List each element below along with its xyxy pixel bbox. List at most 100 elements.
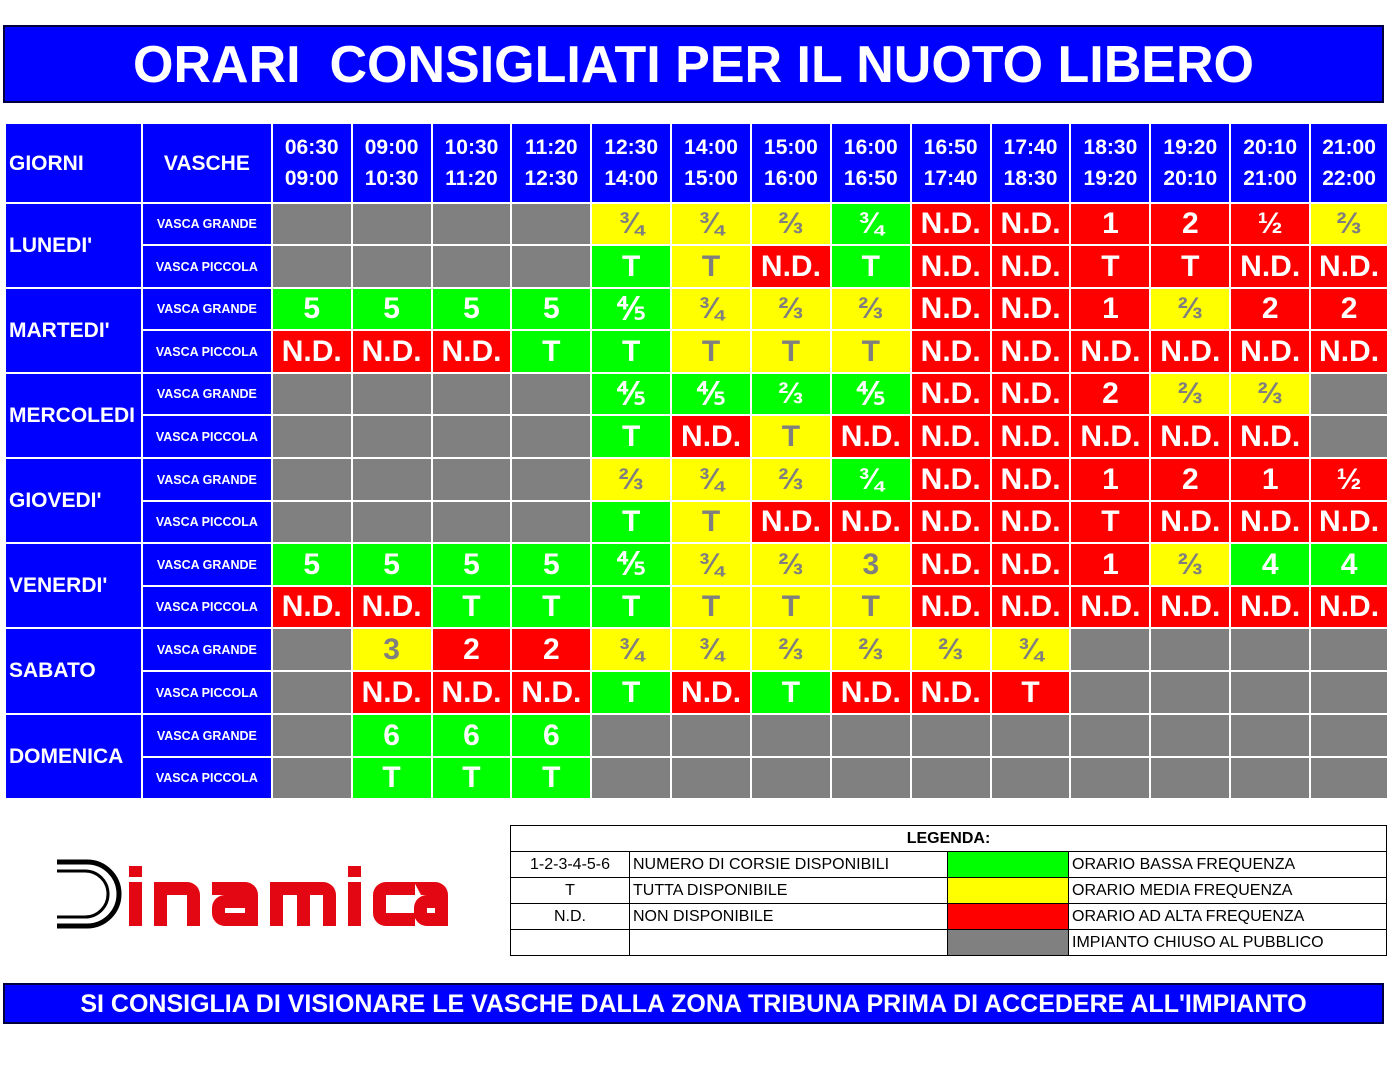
availability-cell: N.D. — [1069, 585, 1152, 629]
pool-label-piccola: VASCA PICCOLA — [140, 670, 273, 715]
slot-end: 09:00 — [284, 167, 339, 190]
availability-cell — [430, 500, 513, 544]
pool-label-piccola: VASCA PICCOLA — [140, 500, 273, 544]
slot-end: 19:20 — [1083, 167, 1138, 190]
availability-cell: ¾ — [829, 457, 912, 502]
availability-cell: 2 — [430, 627, 513, 672]
availability-cell — [1149, 713, 1232, 758]
slot-start: 10:30 — [444, 136, 499, 159]
availability-cell: 2 — [510, 627, 593, 672]
pool-label-grande: VASCA GRANDE — [140, 627, 273, 672]
availability-cell: T — [670, 329, 752, 374]
availability-cell: N.D. — [989, 244, 1072, 289]
availability-cell — [430, 414, 513, 459]
availability-cell — [270, 500, 353, 544]
availability-cell — [430, 202, 513, 246]
schedule-row: VASCA PICCOLA T T N.D. N.D. N.D. N.D. T N.D. N.D.… — [5, 500, 1389, 544]
slot-start: 09:00 — [364, 136, 419, 159]
pool-label-grande: VASCA GRANDE — [140, 287, 273, 331]
slot-start: 21:00 — [1322, 136, 1376, 159]
legend-meaning: NON DISPONIBILE — [629, 903, 948, 930]
day-label: VENERDI' — [4, 542, 143, 629]
schedule-row: VASCA PICCOLA N.D. N.D. T T T T T T N.D. N.D. N.D. N… — [5, 585, 1389, 629]
legend-table: LEGENDA: 1-2-3-4-5-6 NUMERO DI CORSIE DIS… — [510, 825, 1387, 956]
slot-start: 12:30 — [604, 136, 659, 159]
availability-cell — [430, 244, 513, 289]
day-label: MARTEDI' — [4, 287, 143, 374]
day-label: LUNEDI' — [4, 202, 143, 289]
availability-cell: 1 — [1069, 457, 1152, 502]
slot-end: 15:00 — [684, 167, 738, 190]
availability-cell: ⅔ — [909, 627, 992, 672]
schedule-row: VASCA PICCOLA N.D. N.D. N.D. T N.D. T N.D. N.D. T — [5, 670, 1389, 715]
legend-meaning: TUTTA DISPONIBILE — [629, 877, 948, 904]
time-slot-header: 11:20 12:30 — [510, 122, 593, 204]
legend-color-label: ORARIO BASSA FREQUENZA — [1068, 851, 1387, 878]
availability-cell — [270, 457, 353, 502]
availability-cell: 5 — [270, 287, 353, 331]
availability-cell — [510, 500, 593, 544]
availability-cell: 5 — [510, 542, 593, 587]
schedule-row: VASCA PICCOLA T T N.D. T N.D. N.D. T T N.D. N.D. — [5, 244, 1389, 289]
availability-cell: N.D. — [1069, 329, 1152, 374]
availability-cell — [749, 713, 832, 758]
availability-cell — [1309, 756, 1389, 800]
slot-start: 20:10 — [1243, 136, 1298, 159]
availability-cell — [510, 372, 593, 416]
availability-cell: N.D. — [1149, 500, 1232, 544]
availability-cell — [350, 500, 433, 544]
pool-label-piccola: VASCA PICCOLA — [140, 585, 273, 629]
slot-end: 10:30 — [364, 167, 419, 190]
availability-cell: ¾ — [989, 627, 1072, 672]
availability-cell: N.D. — [749, 244, 832, 289]
availability-cell: N.D. — [670, 670, 752, 715]
availability-cell — [670, 756, 752, 800]
availability-cell: N.D. — [350, 585, 433, 629]
legend-meaning — [629, 929, 948, 956]
availability-cell: T — [430, 756, 513, 800]
availability-cell: ⅘ — [590, 372, 673, 416]
availability-cell — [430, 457, 513, 502]
availability-cell: T — [1069, 244, 1152, 289]
pool-label-piccola: VASCA PICCOLA — [140, 414, 273, 459]
availability-cell: N.D. — [350, 329, 433, 374]
availability-cell: N.D. — [350, 670, 433, 715]
slot-start: 06:30 — [284, 136, 339, 159]
slot-end: 17:40 — [923, 167, 978, 190]
availability-cell: T — [510, 329, 593, 374]
day-label: DOMENICA — [4, 713, 143, 800]
availability-cell: N.D. — [909, 244, 992, 289]
pool-label-piccola: VASCA PICCOLA — [140, 756, 273, 800]
availability-cell — [1309, 372, 1389, 416]
legend-code: T — [510, 877, 630, 904]
availability-cell — [1149, 756, 1232, 800]
availability-cell — [510, 414, 593, 459]
availability-cell — [1069, 756, 1152, 800]
availability-cell — [510, 457, 593, 502]
availability-cell — [909, 756, 992, 800]
availability-cell: 1 — [1069, 542, 1152, 587]
schedule-row: LUNEDI' VASCA GRANDE ¾ ¾ ⅔ ¾ N.D. N.D. 1 2 ½ ⅔ — [4, 202, 1389, 289]
availability-cell: T — [749, 585, 832, 629]
slot-start: 17:40 — [1003, 136, 1058, 159]
availability-cell: 3 — [350, 627, 433, 672]
schedule-row: DOMENICA VASCA GRANDE 6 6 6 — [4, 713, 1389, 800]
availability-cell: ⅔ — [749, 542, 832, 587]
slot-end: 16:50 — [843, 167, 898, 190]
availability-cell: T — [590, 414, 673, 459]
legend-title: LEGENDA: — [510, 825, 1387, 852]
availability-cell: 1 — [1229, 457, 1312, 502]
availability-cell — [350, 202, 433, 246]
availability-cell: N.D. — [670, 414, 752, 459]
availability-cell: 2 — [1309, 287, 1389, 331]
time-slot-header: 16:50 17:40 — [909, 122, 992, 204]
availability-cell: ½ — [1309, 457, 1389, 502]
availability-cell: N.D. — [829, 500, 912, 544]
availability-cell: ⅔ — [1229, 372, 1312, 416]
availability-cell: N.D. — [430, 670, 513, 715]
schedule-row: VASCA PICCOLA N.D. N.D. N.D. T T T T T N.D. N.D. N.… — [5, 329, 1389, 374]
availability-cell — [989, 756, 1072, 800]
time-slot-header: 09:00 10:30 — [350, 122, 433, 204]
availability-cell: T — [829, 244, 912, 289]
availability-cell: ⅔ — [749, 287, 832, 331]
